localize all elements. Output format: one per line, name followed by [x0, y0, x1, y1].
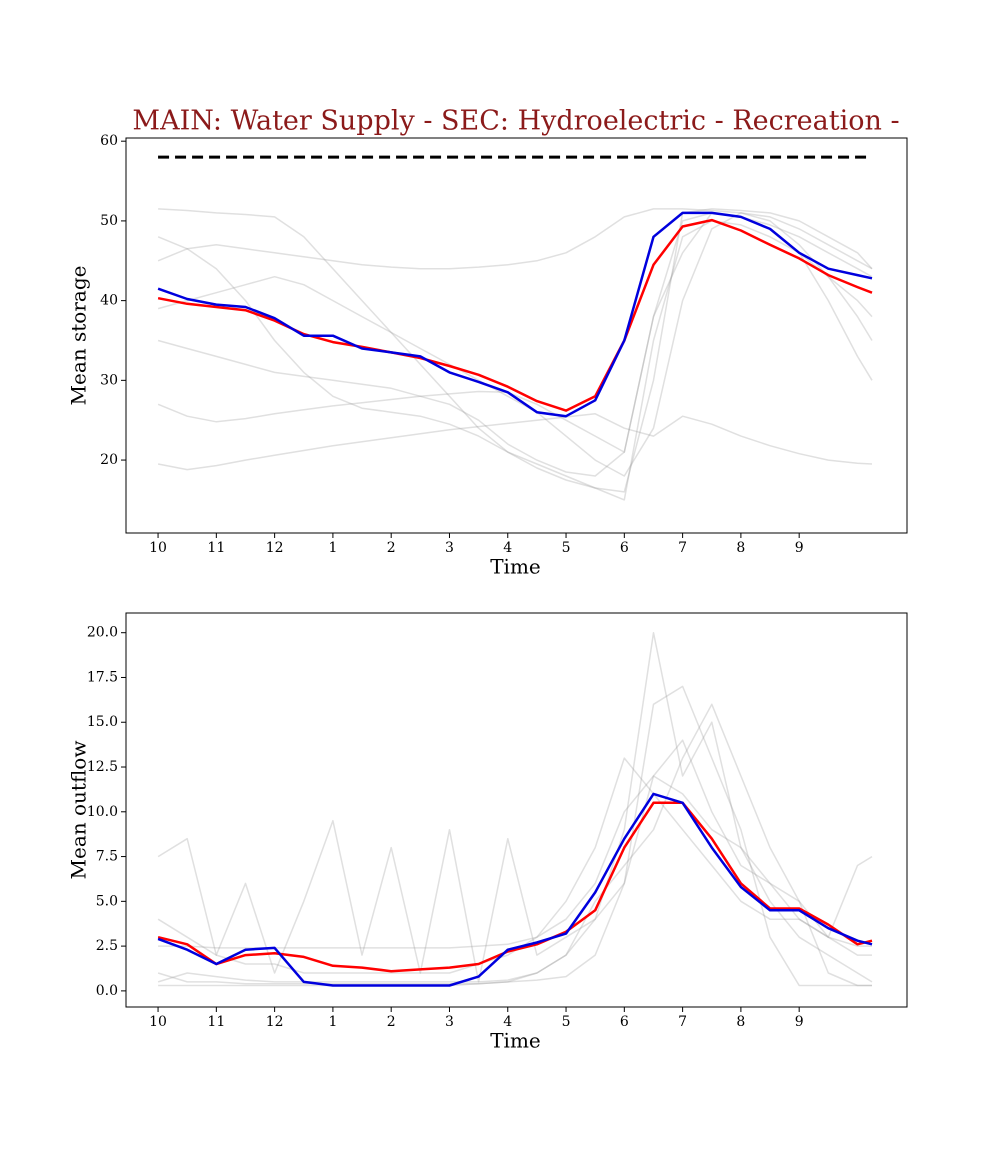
series-line	[157, 218, 873, 412]
series-line	[157, 703, 872, 987]
x-tick-label: 7	[678, 1014, 687, 1030]
series-line	[158, 208, 873, 493]
x-tick-label: 4	[503, 540, 512, 556]
series-line	[157, 739, 873, 983]
y-tick-label: 50	[100, 213, 118, 229]
x-tick-label: 8	[736, 1014, 745, 1030]
x-tick-label: 2	[387, 540, 396, 556]
x-tick-label: 10	[149, 1014, 167, 1030]
y-tick-label: 2.5	[96, 938, 118, 954]
x-tick-label: 12	[266, 1014, 284, 1030]
x-axis-label: Time	[490, 1029, 541, 1053]
y-tick-label: 5.0	[96, 893, 118, 909]
x-tick-label: 9	[795, 540, 804, 556]
series-line	[157, 211, 873, 418]
series-line	[157, 413, 873, 471]
y-axis-label: Mean outflow	[67, 741, 91, 880]
x-tick-label: 6	[620, 540, 629, 556]
y-tick-label: 60	[100, 133, 118, 149]
series-line	[158, 775, 872, 949]
series-line	[157, 685, 872, 987]
series-line	[157, 220, 873, 501]
x-tick-label: 1	[328, 1014, 337, 1030]
y-tick-label: 10.0	[87, 804, 118, 820]
series-line	[157, 792, 873, 987]
y-tick-label: 20.0	[87, 625, 118, 641]
x-tick-label: 12	[266, 540, 284, 556]
x-tick-label: 8	[736, 540, 745, 556]
x-tick-label: 3	[445, 540, 454, 556]
x-tick-label: 3	[445, 1014, 454, 1030]
x-tick-label: 6	[620, 1014, 629, 1030]
y-tick-label: 12.5	[87, 759, 118, 775]
axes-frame	[125, 137, 908, 534]
x-tick-label: 5	[562, 540, 571, 556]
series-line	[158, 631, 873, 987]
series-line	[157, 212, 873, 477]
x-tick-label: 9	[795, 1014, 804, 1030]
y-tick-label: 17.5	[87, 669, 118, 685]
y-tick-label: 40	[100, 293, 118, 309]
y-tick-label: 15.0	[87, 714, 118, 730]
y-tick-label: 7.5	[96, 849, 118, 865]
x-tick-label: 5	[562, 1014, 571, 1030]
chart-title: MAIN: Water Supply - SEC: Hydroelectric …	[132, 106, 899, 137]
series-line	[157, 212, 873, 477]
series-line	[157, 208, 873, 341]
x-tick-label: 11	[207, 1014, 225, 1030]
x-tick-label: 2	[387, 1014, 396, 1030]
series-line	[157, 212, 873, 453]
x-tick-label: 7	[678, 540, 687, 556]
x-axis-label: Time	[490, 555, 541, 579]
y-tick-label: 20	[100, 452, 118, 468]
y-axis-label: Mean storage	[67, 266, 91, 406]
axes-frame	[125, 612, 908, 1008]
x-tick-label: 10	[149, 540, 167, 556]
y-tick-label: 30	[100, 372, 118, 388]
y-tick-label: 0.0	[96, 983, 118, 999]
x-tick-label: 11	[207, 540, 225, 556]
x-tick-label: 1	[328, 540, 337, 556]
x-tick-label: 4	[503, 1014, 512, 1030]
